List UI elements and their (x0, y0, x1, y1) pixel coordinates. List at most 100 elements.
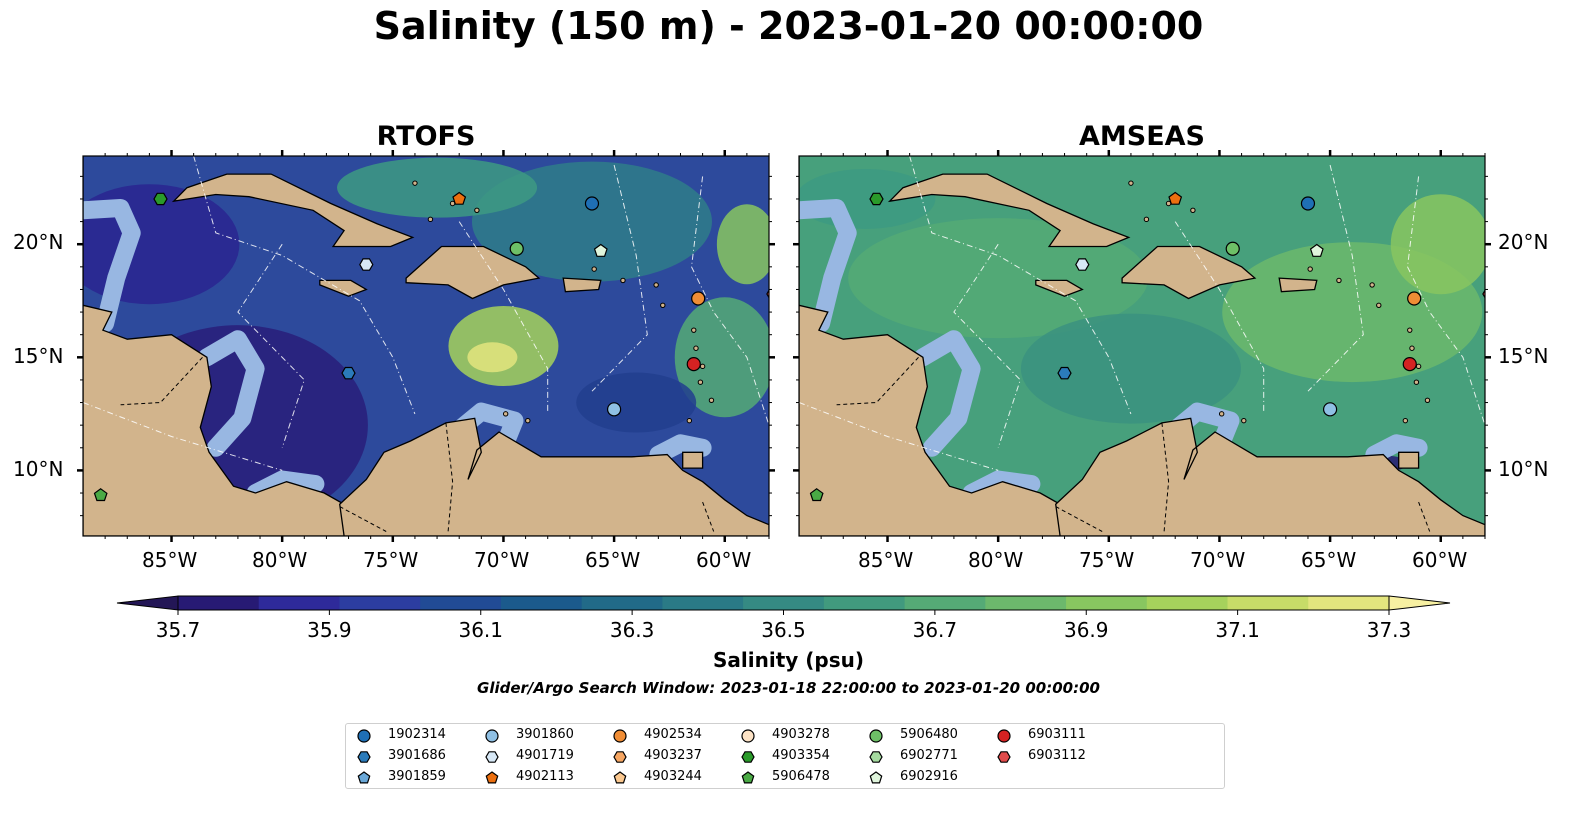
legend-label: 5906480 (900, 727, 958, 742)
colorbar-segment (1146, 596, 1229, 610)
map-frame (82, 155, 770, 537)
legend-label: 4902113 (516, 769, 574, 784)
colorbar-tick-label: 36.9 (1063, 618, 1109, 642)
shelf-area (197, 330, 265, 457)
legend-marker-circle-icon (741, 729, 755, 743)
colorbar-segment (339, 596, 421, 610)
lon-label: 70°W (1190, 548, 1246, 572)
country-border (339, 506, 387, 532)
eez-boundary (799, 402, 999, 471)
float-marker-5906478 (809, 488, 824, 502)
legend-label: 4903237 (644, 748, 702, 763)
island (620, 277, 626, 284)
colorbar-tick-label: 36.7 (912, 618, 958, 642)
legend-label: 4903354 (772, 748, 830, 763)
legend-label: 4901719 (516, 748, 574, 763)
float-marker-3901860 (1322, 402, 1338, 417)
island (1336, 277, 1342, 284)
lat-label-left: 15°N (13, 344, 64, 368)
colorbar-segment (581, 596, 663, 610)
colorbar-segment (178, 596, 260, 610)
salinity-field-patch (848, 218, 1149, 339)
float-marker-3901686 (341, 366, 356, 380)
island (1143, 216, 1150, 223)
country-border (1055, 506, 1103, 532)
lon-label: 60°W (696, 548, 752, 572)
lon-label: 80°W (252, 548, 308, 572)
island (1424, 397, 1431, 403)
float-marker-5906480 (1225, 241, 1240, 256)
legend-marker-pentagon-icon (741, 771, 755, 784)
island (1413, 379, 1420, 385)
island (693, 345, 699, 351)
legend-label: 1902314 (388, 727, 446, 742)
float-marker-4902534 (691, 291, 706, 306)
island (699, 363, 706, 370)
legend-marker-circle-icon (613, 729, 627, 743)
island (474, 207, 480, 213)
float-marker-6902916 (593, 243, 608, 257)
eez-boundary (1174, 221, 1265, 414)
country-border (1161, 422, 1170, 532)
island (1376, 302, 1382, 308)
country-border (445, 422, 454, 532)
colorbar-segment (985, 596, 1067, 610)
lat-label-right: 15°N (1498, 344, 1549, 368)
eez-boundary (909, 156, 1132, 415)
eez-boundary (953, 243, 1021, 448)
map-frame (798, 155, 1486, 537)
legend-marker-circle-icon (485, 729, 499, 743)
legend-marker-circle-icon (357, 729, 371, 743)
island (691, 327, 697, 333)
legend-label: 6902916 (900, 769, 958, 784)
colorbar (116, 595, 1451, 615)
legend-label: 6903111 (1028, 727, 1086, 742)
float-marker-4903354 (869, 192, 884, 206)
lon-label: 80°W (968, 548, 1024, 572)
legend-marker-hexagon-icon (997, 751, 1011, 763)
float-marker-1902314 (584, 196, 600, 211)
float-marker-3901686 (1057, 366, 1072, 380)
colorbar-tick-label: 36.3 (609, 618, 655, 642)
legend-label: 4903244 (644, 769, 702, 784)
lon-label: 85°W (858, 548, 914, 572)
float-marker-4901719 (1075, 258, 1090, 271)
colorbar-segment (904, 596, 986, 610)
colorbar-tick-label: 35.9 (307, 618, 352, 642)
colorbar-segment (1066, 596, 1148, 610)
legend-marker-pentagon-icon (869, 771, 883, 784)
colorbar-segment (420, 596, 502, 610)
legend-marker-hexagon-icon (485, 751, 499, 763)
float-marker-6903111 (1402, 356, 1417, 372)
lon-label: 65°W (585, 548, 641, 572)
colorbar-tick-label: 37.3 (1366, 618, 1412, 642)
island (525, 417, 531, 424)
map-panel-amseas (793, 150, 1491, 542)
colorbar-extend-low (116, 595, 179, 611)
legend-marker-pentagon-icon (613, 771, 627, 784)
float-marker-4903354 (153, 192, 168, 206)
colorbar-segment (662, 596, 744, 610)
island (502, 411, 509, 417)
island (1307, 266, 1313, 272)
shelf-area (962, 470, 1041, 502)
panel-title-rtofs: RTOFS (376, 121, 476, 152)
colorbar-segment (743, 596, 825, 610)
island (591, 266, 597, 272)
float-marker-1902314 (1300, 196, 1316, 211)
legend-label: 4903278 (772, 727, 830, 742)
float-marker-3901860 (606, 402, 622, 417)
colorbar-segment (823, 596, 906, 610)
shelf-area (1365, 434, 1428, 464)
land-mass (171, 173, 415, 248)
lon-label: 75°W (1079, 548, 1135, 572)
legend-label: 4902534 (644, 727, 702, 742)
float-marker-4901719 (359, 258, 374, 271)
shelf-area (246, 470, 325, 502)
legend-marker-pentagon-icon (357, 771, 371, 784)
colorbar-segment (258, 596, 340, 610)
lon-label: 75°W (363, 548, 419, 572)
colorbar-tick-label: 36.1 (458, 618, 504, 642)
legend-marker-hexagon-icon (357, 751, 371, 763)
eez-boundary (237, 243, 305, 448)
